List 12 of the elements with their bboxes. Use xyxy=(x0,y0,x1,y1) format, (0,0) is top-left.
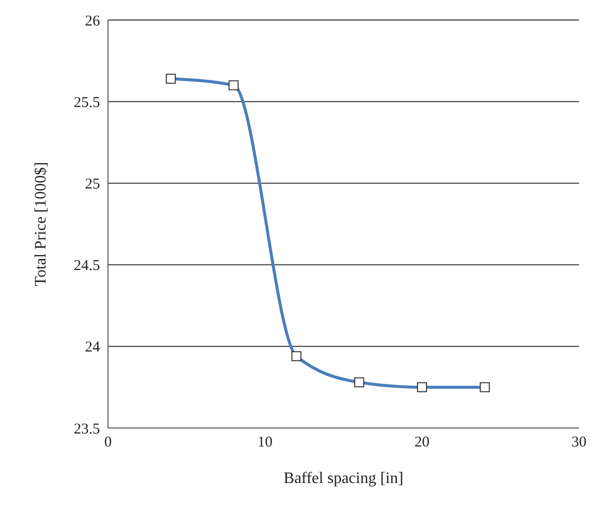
y-tick-label: 26 xyxy=(85,13,100,30)
y-tick-label: 23.5 xyxy=(74,421,100,438)
x-axis-title: Baffel spacing [in] xyxy=(284,470,404,487)
y-tick-label: 24 xyxy=(85,340,100,356)
y-tick-label: 25.5 xyxy=(74,94,100,111)
y-axis-title: Total Price [1000$] xyxy=(32,162,50,286)
x-tick-label: 30 xyxy=(572,434,586,451)
y-tick-label: 24.5 xyxy=(74,258,100,274)
x-tick-label: 20 xyxy=(414,434,430,451)
y-tick-label: 25 xyxy=(85,176,100,193)
x-tick-label: 0 xyxy=(104,434,112,451)
x-tick-label: 10 xyxy=(258,434,272,451)
